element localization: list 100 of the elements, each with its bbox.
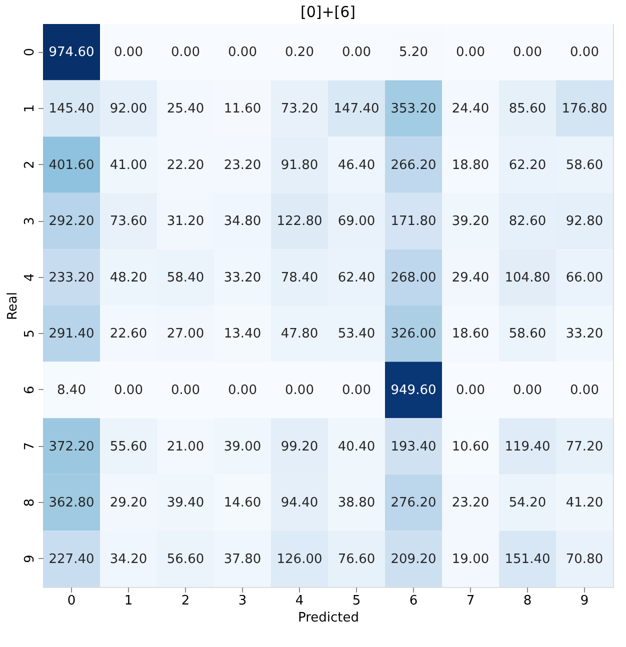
data-label: 151.40 — [504, 552, 550, 567]
data-label: 92.80 — [566, 214, 604, 230]
data-label: 73.20 — [280, 101, 318, 116]
data-label: 8.40 — [57, 382, 86, 398]
y-tick-label: 5 — [22, 330, 38, 338]
data-label: 11.60 — [224, 101, 262, 116]
data-label: 46.40 — [338, 158, 376, 173]
x-tick-label: 4 — [295, 594, 304, 608]
data-label: 0.00 — [570, 382, 599, 398]
chart-title: [0]+[6] — [300, 3, 356, 21]
data-label: 34.20 — [110, 552, 148, 567]
data-label: 33.20 — [224, 270, 262, 286]
data-label: 13.40 — [224, 326, 262, 342]
data-label: 29.20 — [110, 496, 148, 511]
x-tick-label: 0 — [67, 594, 76, 608]
x-tick-label: 3 — [238, 594, 247, 608]
x-tick-label: 1 — [124, 594, 133, 608]
y-tick-label: 2 — [22, 160, 38, 169]
data-label: 31.20 — [166, 214, 204, 230]
data-label: 0.00 — [342, 45, 371, 60]
data-label: 5.20 — [399, 45, 428, 60]
data-label: 0.00 — [171, 45, 200, 60]
data-label: 92.00 — [110, 101, 148, 116]
data-label: 362.80 — [48, 496, 94, 511]
data-label: 0.00 — [171, 382, 200, 398]
data-label: 47.80 — [280, 326, 318, 342]
data-label: 55.60 — [110, 439, 148, 454]
data-label: 0.00 — [285, 382, 314, 398]
y-tick-label: 8 — [22, 498, 38, 507]
data-label: 39.40 — [166, 496, 204, 511]
x-tick-label: 6 — [409, 594, 418, 608]
data-label: 176.80 — [562, 101, 608, 116]
data-label: 266.20 — [390, 158, 436, 173]
data-label: 48.20 — [110, 270, 148, 286]
data-label: 122.80 — [276, 214, 322, 230]
data-label: 23.20 — [224, 158, 262, 173]
y-tick-label: 9 — [22, 554, 38, 563]
data-label: 291.40 — [48, 326, 94, 342]
y-tick-label: 4 — [22, 273, 38, 282]
data-label: 37.80 — [224, 552, 262, 567]
data-label: 66.00 — [566, 270, 604, 286]
data-label: 326.00 — [390, 326, 436, 342]
data-label: 171.80 — [390, 214, 436, 230]
data-label: 14.60 — [224, 496, 262, 511]
y-tick-label: 3 — [22, 216, 38, 226]
data-label: 56.60 — [166, 552, 204, 567]
data-label: 58.40 — [166, 270, 204, 286]
data-label: 70.80 — [566, 552, 604, 567]
data-label: 104.80 — [504, 270, 550, 286]
data-label: 119.40 — [504, 439, 550, 454]
data-label: 62.40 — [338, 270, 376, 286]
data-label: 39.20 — [452, 214, 490, 230]
data-label: 76.60 — [338, 552, 376, 567]
data-label: 18.80 — [452, 158, 490, 173]
data-label: 54.20 — [508, 496, 546, 511]
data-label: 91.80 — [280, 158, 318, 173]
y-tick-label: 1 — [22, 104, 38, 113]
data-label: 0.00 — [513, 45, 542, 60]
data-label: 23.20 — [452, 496, 490, 511]
data-label: 29.40 — [452, 270, 490, 286]
data-label: 0.00 — [342, 382, 371, 398]
data-label: 69.00 — [338, 214, 376, 230]
data-label: 0.00 — [228, 382, 257, 398]
data-label: 27.00 — [166, 326, 204, 342]
x-tick-label: 7 — [466, 594, 475, 608]
data-label: 0.00 — [114, 45, 143, 60]
data-label: 53.40 — [338, 326, 376, 342]
data-label: 10.60 — [452, 439, 490, 454]
data-label: 0.00 — [228, 45, 257, 60]
data-label: 0.20 — [285, 45, 314, 60]
y-tick-label: 7 — [22, 442, 38, 450]
data-label: 353.20 — [390, 101, 436, 116]
x-tick-label: 2 — [181, 594, 190, 608]
data-label: 0.00 — [570, 45, 599, 60]
data-label: 21.00 — [166, 439, 204, 454]
data-label: 58.60 — [566, 158, 604, 173]
data-label: 40.40 — [338, 439, 376, 454]
data-label: 34.80 — [224, 214, 262, 230]
data-label: 38.80 — [338, 496, 376, 511]
data-label: 227.40 — [48, 552, 94, 567]
data-label: 82.60 — [508, 214, 546, 230]
data-label: 22.60 — [110, 326, 148, 342]
data-label: 85.60 — [508, 101, 546, 116]
data-label: 73.60 — [110, 214, 148, 230]
data-label: 209.20 — [390, 552, 436, 567]
data-label: 25.40 — [166, 101, 204, 116]
data-label: 24.40 — [452, 101, 490, 116]
data-label: 974.60 — [48, 45, 94, 60]
data-label: 78.40 — [280, 270, 318, 286]
data-label: 41.00 — [110, 158, 148, 173]
x-tick-label: 8 — [523, 594, 532, 608]
data-label: 22.20 — [166, 158, 204, 173]
data-label: 193.40 — [390, 439, 436, 454]
data-label: 41.20 — [566, 496, 604, 511]
data-label: 94.40 — [280, 496, 318, 511]
data-label: 147.40 — [334, 101, 380, 116]
data-label: 62.20 — [508, 158, 546, 173]
y-tick-label: 6 — [22, 386, 38, 394]
data-label: 33.20 — [566, 326, 604, 342]
data-label: 292.20 — [48, 214, 94, 230]
